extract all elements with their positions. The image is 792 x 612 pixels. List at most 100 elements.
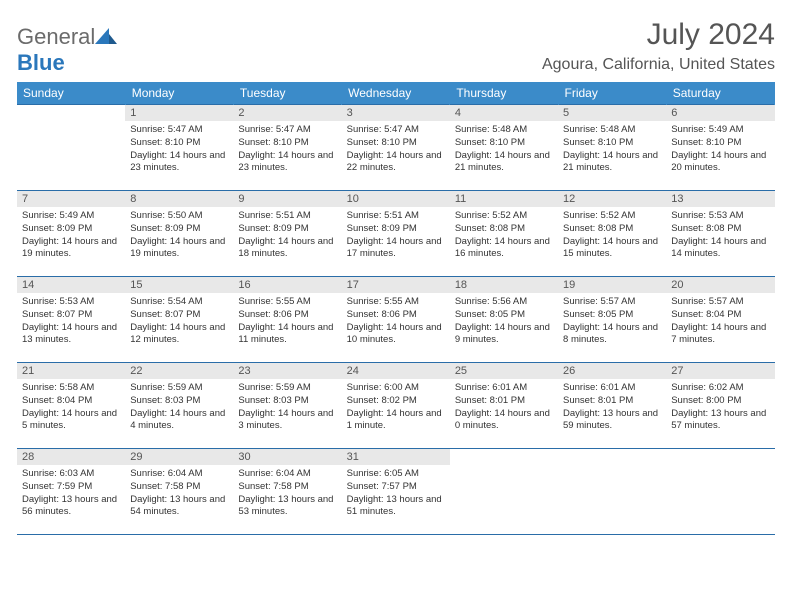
day-details: Sunrise: 6:03 AMSunset: 7:59 PMDaylight:… (17, 465, 125, 522)
location-subtitle: Agoura, California, United States (542, 56, 775, 74)
day-number: 11 (450, 191, 558, 207)
sunset-text: Sunset: 8:10 PM (455, 137, 553, 150)
calendar-day-cell (450, 449, 558, 535)
sunrise-text: Sunrise: 5:53 AM (22, 296, 120, 309)
daylight-text: Daylight: 13 hours and 51 minutes. (347, 494, 445, 520)
sunrise-text: Sunrise: 5:49 AM (671, 124, 769, 137)
day-details: Sunrise: 5:59 AMSunset: 8:03 PMDaylight:… (125, 379, 233, 436)
day-number: 26 (558, 363, 666, 379)
day-details: Sunrise: 5:53 AMSunset: 8:08 PMDaylight:… (666, 207, 774, 264)
sunrise-text: Sunrise: 5:48 AM (455, 124, 553, 137)
day-details: Sunrise: 5:55 AMSunset: 8:06 PMDaylight:… (342, 293, 450, 350)
calendar-day-cell: 9Sunrise: 5:51 AMSunset: 8:09 PMDaylight… (233, 191, 341, 277)
day-details: Sunrise: 6:04 AMSunset: 7:58 PMDaylight:… (125, 465, 233, 522)
calendar-day-cell: 23Sunrise: 5:59 AMSunset: 8:03 PMDayligh… (233, 363, 341, 449)
day-number: 3 (342, 105, 450, 121)
calendar-day-cell (558, 449, 666, 535)
calendar-day-cell: 12Sunrise: 5:52 AMSunset: 8:08 PMDayligh… (558, 191, 666, 277)
sunset-text: Sunset: 8:10 PM (671, 137, 769, 150)
daylight-text: Daylight: 14 hours and 14 minutes. (671, 236, 769, 262)
sunrise-text: Sunrise: 5:47 AM (130, 124, 228, 137)
calendar-day-cell: 7Sunrise: 5:49 AMSunset: 8:09 PMDaylight… (17, 191, 125, 277)
daylight-text: Daylight: 14 hours and 8 minutes. (563, 322, 661, 348)
sunset-text: Sunset: 8:10 PM (238, 137, 336, 150)
calendar-day-cell: 30Sunrise: 6:04 AMSunset: 7:58 PMDayligh… (233, 449, 341, 535)
day-number: 14 (17, 277, 125, 293)
sunset-text: Sunset: 8:03 PM (238, 395, 336, 408)
day-number: 29 (125, 449, 233, 465)
sunset-text: Sunset: 7:59 PM (22, 481, 120, 494)
sunset-text: Sunset: 8:09 PM (347, 223, 445, 236)
sunrise-text: Sunrise: 5:47 AM (347, 124, 445, 137)
daylight-text: Daylight: 13 hours and 56 minutes. (22, 494, 120, 520)
day-details: Sunrise: 5:48 AMSunset: 8:10 PMDaylight:… (558, 121, 666, 178)
daylight-text: Daylight: 13 hours and 54 minutes. (130, 494, 228, 520)
day-number: 22 (125, 363, 233, 379)
sunset-text: Sunset: 8:10 PM (347, 137, 445, 150)
day-number: 23 (233, 363, 341, 379)
logo-text-general: General (17, 24, 95, 49)
sunrise-text: Sunrise: 5:50 AM (130, 210, 228, 223)
day-details: Sunrise: 5:56 AMSunset: 8:05 PMDaylight:… (450, 293, 558, 350)
day-details: Sunrise: 5:59 AMSunset: 8:03 PMDaylight:… (233, 379, 341, 436)
day-details: Sunrise: 6:00 AMSunset: 8:02 PMDaylight:… (342, 379, 450, 436)
day-details: Sunrise: 5:47 AMSunset: 8:10 PMDaylight:… (125, 121, 233, 178)
sunset-text: Sunset: 8:07 PM (22, 309, 120, 322)
day-number (17, 105, 125, 121)
calendar-day-cell: 21Sunrise: 5:58 AMSunset: 8:04 PMDayligh… (17, 363, 125, 449)
daylight-text: Daylight: 14 hours and 11 minutes. (238, 322, 336, 348)
sunrise-text: Sunrise: 5:57 AM (563, 296, 661, 309)
day-number: 10 (342, 191, 450, 207)
day-details: Sunrise: 5:47 AMSunset: 8:10 PMDaylight:… (342, 121, 450, 178)
day-details: Sunrise: 5:50 AMSunset: 8:09 PMDaylight:… (125, 207, 233, 264)
day-number (666, 449, 774, 465)
calendar-day-cell (666, 449, 774, 535)
sunset-text: Sunset: 7:58 PM (238, 481, 336, 494)
day-number: 21 (17, 363, 125, 379)
logo-triangle-icon (95, 28, 117, 44)
day-number: 16 (233, 277, 341, 293)
day-details: Sunrise: 6:05 AMSunset: 7:57 PMDaylight:… (342, 465, 450, 522)
sunset-text: Sunset: 8:06 PM (238, 309, 336, 322)
calendar-day-cell (17, 105, 125, 191)
calendar-day-cell: 2Sunrise: 5:47 AMSunset: 8:10 PMDaylight… (233, 105, 341, 191)
sunrise-text: Sunrise: 5:47 AM (238, 124, 336, 137)
day-details: Sunrise: 5:49 AMSunset: 8:09 PMDaylight:… (17, 207, 125, 264)
sunrise-text: Sunrise: 5:59 AM (238, 382, 336, 395)
day-number: 7 (17, 191, 125, 207)
calendar-day-cell: 13Sunrise: 5:53 AMSunset: 8:08 PMDayligh… (666, 191, 774, 277)
day-details: Sunrise: 5:57 AMSunset: 8:04 PMDaylight:… (666, 293, 774, 350)
sunset-text: Sunset: 8:08 PM (671, 223, 769, 236)
day-header: Saturday (666, 82, 774, 105)
calendar-day-cell: 28Sunrise: 6:03 AMSunset: 7:59 PMDayligh… (17, 449, 125, 535)
calendar-day-cell: 25Sunrise: 6:01 AMSunset: 8:01 PMDayligh… (450, 363, 558, 449)
day-number: 24 (342, 363, 450, 379)
day-header: Tuesday (233, 82, 341, 105)
day-number: 18 (450, 277, 558, 293)
sunrise-text: Sunrise: 6:01 AM (563, 382, 661, 395)
daylight-text: Daylight: 14 hours and 5 minutes. (22, 408, 120, 434)
calendar-day-cell: 15Sunrise: 5:54 AMSunset: 8:07 PMDayligh… (125, 277, 233, 363)
sunrise-text: Sunrise: 5:52 AM (455, 210, 553, 223)
day-details: Sunrise: 5:57 AMSunset: 8:05 PMDaylight:… (558, 293, 666, 350)
sunset-text: Sunset: 7:58 PM (130, 481, 228, 494)
day-details: Sunrise: 5:52 AMSunset: 8:08 PMDaylight:… (558, 207, 666, 264)
day-number: 15 (125, 277, 233, 293)
day-number: 9 (233, 191, 341, 207)
day-number: 5 (558, 105, 666, 121)
calendar-day-cell: 19Sunrise: 5:57 AMSunset: 8:05 PMDayligh… (558, 277, 666, 363)
day-details: Sunrise: 6:01 AMSunset: 8:01 PMDaylight:… (558, 379, 666, 436)
day-number: 1 (125, 105, 233, 121)
calendar-day-cell: 6Sunrise: 5:49 AMSunset: 8:10 PMDaylight… (666, 105, 774, 191)
calendar-day-cell: 20Sunrise: 5:57 AMSunset: 8:04 PMDayligh… (666, 277, 774, 363)
daylight-text: Daylight: 13 hours and 59 minutes. (563, 408, 661, 434)
sunset-text: Sunset: 8:07 PM (130, 309, 228, 322)
daylight-text: Daylight: 14 hours and 0 minutes. (455, 408, 553, 434)
sunrise-text: Sunrise: 5:51 AM (238, 210, 336, 223)
day-details: Sunrise: 5:53 AMSunset: 8:07 PMDaylight:… (17, 293, 125, 350)
daylight-text: Daylight: 14 hours and 9 minutes. (455, 322, 553, 348)
day-details: Sunrise: 5:58 AMSunset: 8:04 PMDaylight:… (17, 379, 125, 436)
sunset-text: Sunset: 8:09 PM (22, 223, 120, 236)
sunrise-text: Sunrise: 5:48 AM (563, 124, 661, 137)
sunset-text: Sunset: 8:05 PM (455, 309, 553, 322)
